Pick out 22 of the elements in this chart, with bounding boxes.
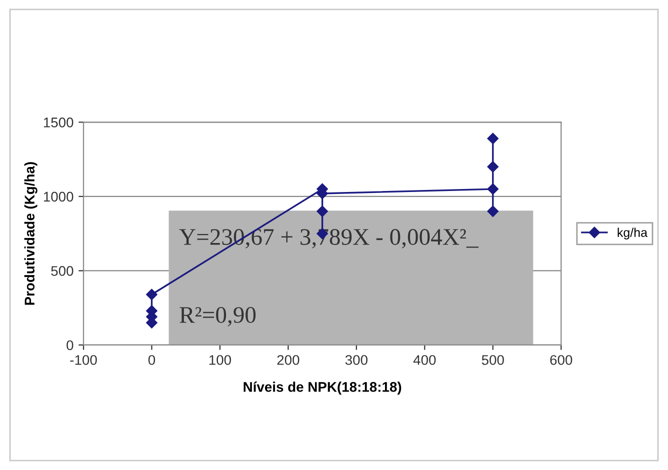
legend-label: kg/ha (618, 228, 648, 240)
point (487, 206, 498, 217)
annotation: R²=0,90 (180, 307, 256, 326)
point (146, 288, 158, 300)
point (487, 183, 498, 195)
y-tick-label: 500 (51, 266, 74, 276)
y-tick-label: 1000 (44, 192, 74, 202)
x-tick-label: 500 (482, 355, 504, 365)
x-tick-label: 400 (413, 355, 436, 365)
point (487, 132, 498, 144)
x-tick-label: 100 (209, 355, 232, 365)
point (316, 206, 328, 217)
x-tick-label: 300 (345, 355, 368, 365)
x-tick-label: 0 (148, 355, 156, 365)
x-tick-label: 600 (550, 355, 572, 365)
x-tick-label: 200 (277, 355, 300, 365)
x-axis-title: Níveis de NPK(18:18:18) (244, 382, 402, 395)
y-tick-label: 1500 (44, 118, 74, 128)
x-tick-label: -100 (70, 355, 97, 365)
point (487, 161, 498, 172)
y-tick-label: 0 (66, 340, 74, 350)
y-axis-title: Produtividade (Kg/ha) (24, 162, 38, 305)
